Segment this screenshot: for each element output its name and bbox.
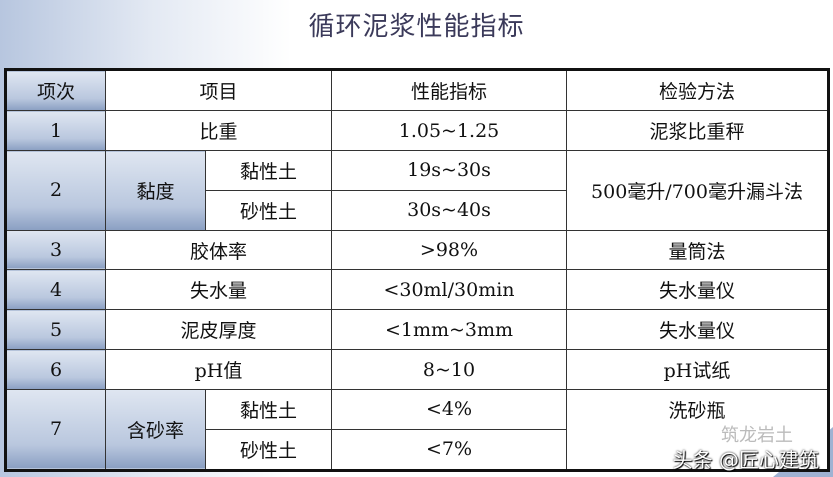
table-row: 2 黏度 黏性土 19s~30s 500毫升/700毫升漏斗法 xyxy=(5,150,829,231)
table-row: 7 含砂率 黏性土 <4% 洗砂瓶 xyxy=(5,388,829,472)
value-cell: >98% xyxy=(331,229,567,271)
row-number: 1 xyxy=(5,110,106,152)
method-cell: 失水量仪 xyxy=(566,309,829,351)
method-cell: 泥浆比重秤 xyxy=(566,110,829,152)
faint-watermark: 筑龙岩土 xyxy=(721,425,793,446)
table-row: 5 泥皮厚度 <1mm~3mm 失水量仪 xyxy=(5,309,829,351)
table-row: 3 胶体率 >98% 量筒法 xyxy=(5,229,829,271)
item-cell: 含砂率 xyxy=(105,388,206,472)
item-cell: 比重 xyxy=(105,110,332,152)
value-cell: <1mm~3mm xyxy=(331,309,567,351)
table-row: 砂性土 30s~40s xyxy=(6,189,829,231)
subitem-cell: 砂性土 xyxy=(205,428,332,472)
table-header-row: 项次 项目 性能指标 检验方法 xyxy=(5,68,829,112)
item-cell: 胶体率 xyxy=(105,229,332,271)
method-cell: 洗砂瓶 xyxy=(566,388,829,472)
value-cell: 8~10 xyxy=(331,349,567,390)
row-number: 6 xyxy=(5,349,106,390)
item-cell: 失水量 xyxy=(105,269,332,311)
table-row: 砂性土 <7% xyxy=(6,428,829,472)
method-cell: pH试纸 xyxy=(566,349,829,390)
header-cell: 项次 xyxy=(5,68,106,112)
value-cell: <4% xyxy=(331,388,567,430)
header-cell: 性能指标 xyxy=(331,68,567,112)
row-number: 7 xyxy=(5,388,106,472)
table-row: 1 比重 1.05~1.25 泥浆比重秤 xyxy=(5,110,829,152)
subitem-cell: 黏性土 xyxy=(205,150,332,191)
table-row: 4 失水量 <30ml/30min 失水量仪 xyxy=(5,269,829,311)
item-cell: pH值 xyxy=(105,349,332,390)
value-cell: 30s~40s xyxy=(331,189,567,231)
item-cell: 黏度 xyxy=(105,150,206,231)
row-number: 5 xyxy=(5,309,106,351)
row-number: 4 xyxy=(5,269,106,311)
mud-performance-table: 项次 项目 性能指标 检验方法 1 比重 1.05~1.25 泥浆比重秤 2 黏… xyxy=(4,68,830,472)
subitem-cell: 黏性土 xyxy=(205,388,332,430)
value-cell: 1.05~1.25 xyxy=(331,110,567,152)
table-row: 6 pH值 8~10 pH试纸 xyxy=(5,349,829,390)
method-cell: 失水量仪 xyxy=(566,269,829,311)
item-cell: 泥皮厚度 xyxy=(105,309,332,351)
subitem-cell: 砂性土 xyxy=(205,189,332,231)
watermark: 头条 @匠心建筑 xyxy=(672,448,819,472)
page-title: 循环泥浆性能指标 xyxy=(308,12,525,42)
row-number: 2 xyxy=(5,150,106,231)
row-number: 3 xyxy=(5,229,106,271)
header-cell: 项目 xyxy=(105,68,332,112)
method-cell: 量筒法 xyxy=(566,229,829,271)
value-cell: <7% xyxy=(331,428,567,472)
header-cell: 检验方法 xyxy=(566,68,829,112)
value-cell: <30ml/30min xyxy=(331,269,567,311)
method-cell: 500毫升/700毫升漏斗法 xyxy=(566,150,829,231)
value-cell: 19s~30s xyxy=(331,150,567,191)
